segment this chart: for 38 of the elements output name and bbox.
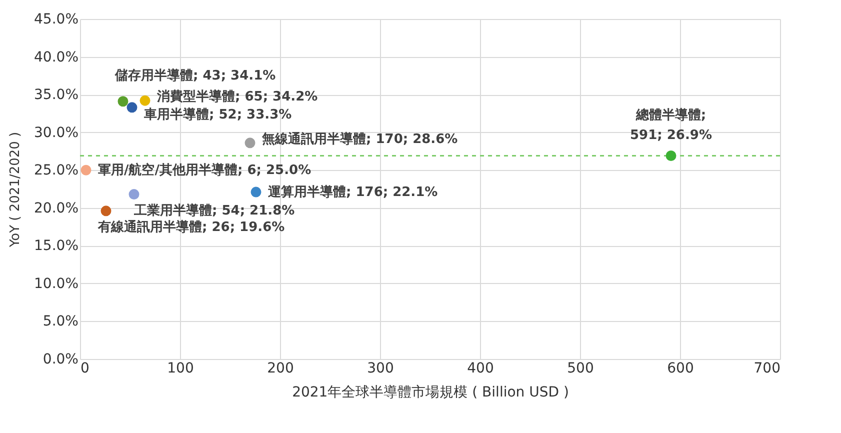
data-label: 車用半導體; 52; 33.3% xyxy=(143,106,292,122)
point xyxy=(126,102,138,113)
data-label: 軍用/航空/其他用半導體; 6; 25.0% xyxy=(98,162,312,178)
data-label: 工業用半導體; 54; 21.8% xyxy=(133,202,295,218)
point xyxy=(100,206,112,216)
data-label: 消費型半導體; 65; 34.2% xyxy=(156,88,318,105)
x-tick-label: 400 xyxy=(467,360,494,376)
point xyxy=(128,189,140,200)
y-tick-label: 35.0% xyxy=(34,87,78,104)
x-tick-label: 600 xyxy=(667,360,694,376)
y-tick-label: 0.0% xyxy=(42,352,78,368)
y-tick-label: 20.0% xyxy=(34,200,78,216)
point xyxy=(80,164,92,176)
x-tick-label: 100 xyxy=(167,360,194,376)
y-tick-label: 25.0% xyxy=(34,162,78,179)
x-tick-label: 700 xyxy=(754,360,780,376)
point xyxy=(118,96,128,107)
data-label: 無線通訊用半導體; 170; 28.6% xyxy=(261,130,458,147)
y-axis-title: YoY ( 2021/2020 ) xyxy=(8,132,24,248)
point xyxy=(140,95,150,106)
x-tick-label: 300 xyxy=(367,360,394,376)
y-tick-label: 30.0% xyxy=(34,124,78,141)
y-tick-label: 5.0% xyxy=(42,314,78,330)
x-axis-title: 2021年全球半導體市場規模 ( Billion USD ) xyxy=(292,384,569,400)
point xyxy=(244,138,256,148)
y-tick-label: 15.0% xyxy=(34,238,78,254)
point xyxy=(666,150,676,161)
x-tick-label: 200 xyxy=(267,360,294,376)
data-label: 儲存用半導體; 43; 34.1% xyxy=(114,67,276,84)
data-label: 有線通訊用半導體; 26; 19.6% xyxy=(97,218,285,235)
y-tick-label: 45.0% xyxy=(34,12,78,28)
x-tick-label: 0 xyxy=(80,360,90,376)
data-label: 總體半導體; 591; 26.9% xyxy=(630,106,712,143)
point xyxy=(250,186,262,198)
y-tick-label: 10.0% xyxy=(34,276,78,292)
data-label: 運算用半導體; 176; 22.1% xyxy=(267,184,438,200)
y-tick-label: 40.0% xyxy=(34,49,78,66)
x-tick-label: 500 xyxy=(567,360,594,376)
